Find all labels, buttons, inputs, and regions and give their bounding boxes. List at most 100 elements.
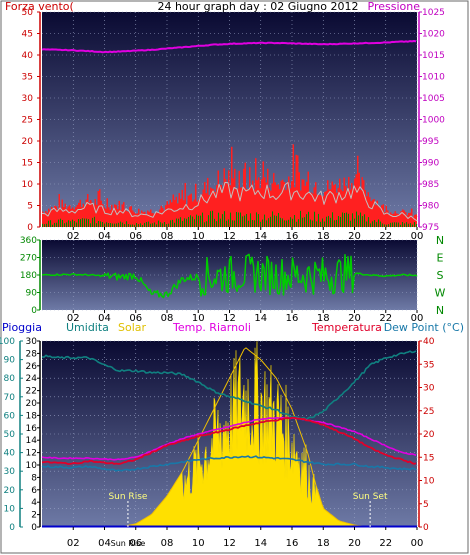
sun-annotations: Sun Rise Sun Set	[108, 492, 388, 527]
wind-bar	[157, 212, 159, 227]
wind-bar	[267, 168, 269, 227]
y-tick-label: 980	[422, 202, 439, 212]
wind-bar	[75, 207, 77, 227]
wind-bar	[411, 208, 413, 227]
wind-avg-bar	[76, 222, 77, 227]
wind-bar	[270, 190, 272, 227]
wind-avg-bar	[190, 215, 191, 227]
wind-avg-bar	[298, 219, 299, 227]
wind-avg-bar	[314, 211, 315, 227]
wind-avg-bar	[386, 224, 387, 227]
wind-avg-bar	[188, 216, 189, 227]
wind-bar	[318, 195, 320, 227]
wind-avg-bar	[326, 216, 327, 227]
wind-bar	[186, 204, 188, 227]
y-tick-label: 10	[26, 461, 38, 471]
wind-avg-bar	[240, 212, 241, 227]
wind-bar	[400, 211, 402, 227]
wind-avg-bar	[132, 224, 133, 227]
wind-bar	[121, 204, 123, 227]
wind-bar	[49, 210, 51, 227]
wind-avg-bar	[208, 215, 209, 227]
wind-bar	[391, 214, 393, 227]
wind-bar	[222, 188, 224, 227]
wind-avg-bar	[102, 222, 103, 227]
wind-bar	[343, 177, 345, 227]
x-tick-label: 10	[192, 313, 205, 324]
wind-avg-bar	[330, 217, 331, 227]
wind-bar	[321, 195, 323, 227]
wind-bar	[319, 195, 321, 227]
wind-bar	[43, 213, 45, 227]
wind-bar	[306, 181, 308, 227]
wind-avg-bar	[236, 212, 237, 227]
wind-bar	[154, 213, 156, 227]
wind-bar	[153, 213, 155, 227]
y-tick-label: 990	[422, 159, 439, 169]
wind-bar	[268, 187, 270, 227]
x-tick-label: 12	[223, 313, 236, 324]
wind-bar	[156, 212, 158, 227]
solar-label: Solar	[118, 321, 147, 334]
y-tick-label: 6	[31, 486, 37, 496]
wind-bar	[226, 183, 228, 227]
wind-bar	[133, 212, 135, 227]
wind-bar	[166, 201, 168, 227]
wind-avg-bar	[366, 221, 367, 227]
wind-avg-bar	[396, 222, 397, 227]
wind-bar	[141, 210, 143, 227]
x-tick-label: 14	[254, 313, 267, 324]
wind-avg-bar	[374, 220, 375, 227]
wind-avg-bar	[384, 224, 385, 227]
humidity-y-axis: 0 10 20 30 40 50 60 70 80 90 100	[0, 337, 23, 533]
y-tick-label: 5	[423, 500, 429, 510]
y-tick-label: 360	[20, 236, 37, 246]
wind-avg-bar	[292, 218, 293, 227]
wind-avg-bar	[110, 223, 111, 227]
wind-bar	[216, 185, 218, 227]
wind-avg-bar	[408, 223, 409, 227]
wind-avg-bar	[204, 222, 205, 227]
wind-bar	[345, 186, 347, 227]
y-tick-label: 15	[423, 453, 434, 463]
wind-avg-bar	[230, 212, 231, 227]
wind-avg-bar	[142, 225, 143, 227]
x-tick-label: 22	[379, 313, 392, 324]
wind-bar	[123, 202, 125, 227]
wind-bar	[61, 199, 63, 227]
wind-bar	[307, 171, 309, 227]
wind-bar	[348, 176, 350, 227]
x-tick-label: 22	[379, 231, 392, 242]
wind-avg-bar	[278, 213, 279, 227]
wind-avg-bar	[130, 224, 131, 227]
wind-avg-bar	[46, 223, 47, 227]
x-tick-label: 04	[98, 313, 111, 324]
wind-bar	[213, 189, 215, 227]
y-tick-label: 1005	[422, 94, 445, 104]
wind-bar	[181, 189, 183, 227]
wind-bar	[112, 209, 114, 227]
y-tick-label: 975	[422, 223, 439, 233]
wind-bar	[265, 182, 267, 227]
wind-bar	[219, 185, 221, 227]
wind-bar	[412, 216, 414, 227]
wind-bar	[73, 209, 75, 227]
wind-avg-bar	[318, 213, 319, 227]
wind-bar	[126, 210, 128, 227]
wind-bar	[55, 206, 57, 227]
wind-bar	[355, 174, 357, 227]
wind-bar	[313, 187, 315, 227]
wind-bar	[282, 179, 284, 227]
wind-avg-bar	[154, 222, 155, 227]
wind-avg-bar	[180, 217, 181, 227]
x-tick-label: 10	[192, 538, 205, 549]
wind-bar	[369, 197, 371, 227]
wind-bar	[325, 191, 327, 227]
y-tick-label: 40	[22, 51, 34, 61]
direction-line	[41, 253, 418, 299]
y-tick-label: 25	[22, 116, 33, 126]
wind-bar	[367, 192, 369, 227]
wind-bar	[129, 206, 131, 227]
x-tick-label: 12	[223, 538, 236, 549]
